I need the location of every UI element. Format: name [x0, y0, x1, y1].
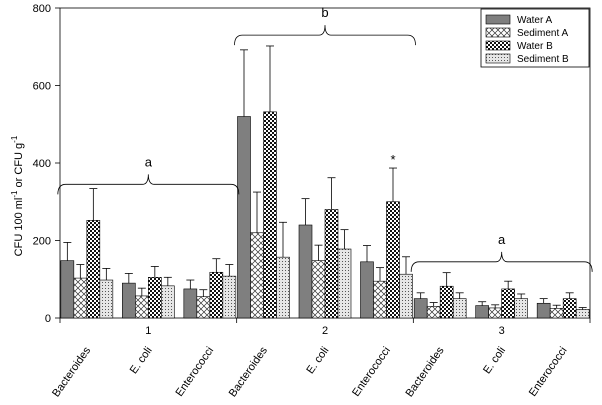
significance-letter: b: [321, 5, 328, 20]
legend-swatch-sediment-b: [485, 53, 511, 64]
group-label-1: 1: [145, 325, 151, 337]
bar-sediment-b: [452, 298, 467, 319]
bar-water-b: [439, 285, 454, 319]
annotations: a b a *: [57, 5, 593, 272]
bar-sediment-a: [311, 260, 326, 319]
bar-sediment-b: [337, 248, 352, 319]
group-brace: [234, 25, 416, 46]
bar-water-a: [183, 288, 198, 319]
legend-swatch-water-a: [485, 14, 511, 25]
bar-water-a: [413, 298, 428, 319]
bar-water-a: [60, 260, 75, 319]
group-label-3: 3: [499, 325, 505, 337]
bar-water-b: [209, 271, 224, 319]
bar-sediment-b: [161, 285, 175, 319]
category-label: E. coli: [304, 345, 331, 376]
group-brace: [410, 251, 593, 272]
bar-water-a: [122, 282, 136, 319]
category-label: Bacteroides: [50, 344, 93, 399]
bar-sediment-b: [575, 309, 590, 319]
category-label: Bacteroides: [227, 344, 270, 399]
bar-sediment-b: [276, 256, 290, 319]
group-brace: [57, 174, 240, 195]
significance-letter: a: [145, 154, 153, 169]
legend-swatch-water-b: [485, 40, 511, 51]
y-axis-label: CFU 100 ml-1 or CFU g-1: [10, 135, 25, 256]
bar-sediment-a: [135, 295, 149, 319]
bars: [60, 45, 590, 319]
y-tick-label: 0: [45, 313, 51, 325]
bar-sediment-a: [73, 277, 88, 319]
legend: Water A Sediment A Water B Sediment B: [480, 8, 590, 68]
bar-water-b: [562, 298, 577, 319]
bar-water-b: [324, 209, 339, 319]
bar-sediment-a: [426, 306, 441, 319]
group-label-2: 2: [322, 325, 328, 337]
bar-water-a: [475, 305, 489, 319]
legend-label-sediment-b: Sediment B: [517, 54, 569, 65]
bar-sediment-a: [488, 307, 502, 319]
bar-water-a: [360, 261, 374, 319]
y-tick-label: 800: [33, 3, 51, 15]
bar-sediment-b: [99, 279, 114, 319]
bar-water-b: [263, 111, 277, 319]
category-label: Enterococci: [350, 345, 393, 399]
bar-sediment-b: [399, 273, 413, 319]
y-tick-label: 600: [33, 81, 51, 93]
category-label: E. coli: [128, 345, 155, 376]
bar-sediment-b: [514, 298, 528, 319]
category-label: Bacteroides: [403, 344, 446, 399]
bar-water-b: [148, 277, 162, 319]
significance-star: *: [390, 152, 395, 167]
bar-sediment-b: [222, 275, 237, 319]
y-tick-label: 200: [33, 236, 51, 248]
bar-sediment-a: [373, 280, 387, 319]
category-label: Enterococci: [527, 345, 570, 399]
legend-label-water-a: Water A: [517, 15, 553, 26]
legend-label-sediment-a: Sediment A: [517, 28, 568, 39]
y-tick-label: 400: [33, 158, 51, 170]
bar-water-a: [237, 116, 251, 319]
significance-letter: a: [498, 232, 506, 247]
bar-sediment-a: [250, 232, 264, 319]
bar-sediment-a: [196, 296, 211, 319]
bar-water-b: [86, 220, 101, 319]
legend-label-water-b: Water B: [517, 41, 553, 52]
legend-swatch-sediment-a: [485, 27, 511, 38]
category-label: E. coli: [481, 345, 508, 376]
bar-water-b: [501, 288, 515, 319]
bar-water-a: [298, 224, 313, 319]
bar-water-b: [386, 201, 400, 319]
category-label: Enterococci: [173, 345, 216, 399]
bar-water-a: [536, 302, 551, 319]
bar-sediment-a: [549, 308, 564, 319]
